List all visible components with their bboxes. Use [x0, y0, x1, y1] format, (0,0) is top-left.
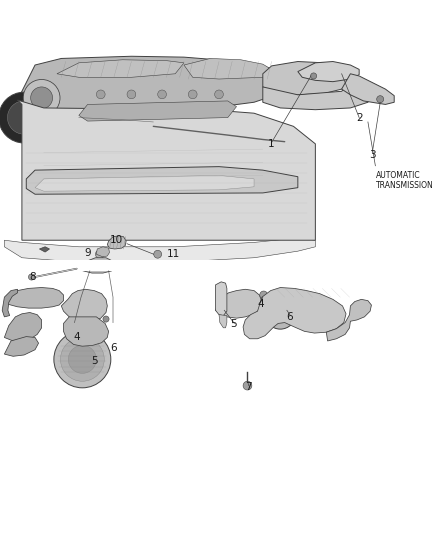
Polygon shape [263, 83, 372, 110]
Circle shape [31, 87, 53, 109]
Text: 5: 5 [230, 319, 237, 329]
Circle shape [0, 92, 49, 143]
Circle shape [377, 96, 384, 103]
Circle shape [127, 90, 136, 99]
Polygon shape [77, 258, 115, 273]
Text: 8: 8 [29, 272, 36, 282]
Polygon shape [107, 236, 126, 249]
Polygon shape [263, 61, 350, 95]
Polygon shape [342, 74, 394, 104]
Polygon shape [215, 282, 227, 316]
Text: 2: 2 [356, 112, 363, 123]
Circle shape [260, 291, 268, 299]
Circle shape [23, 79, 60, 116]
Text: 6: 6 [286, 312, 293, 322]
Polygon shape [219, 314, 227, 328]
Circle shape [265, 298, 296, 329]
Text: 1: 1 [268, 139, 275, 149]
Polygon shape [79, 101, 237, 121]
Circle shape [54, 331, 111, 388]
Text: 4: 4 [73, 332, 80, 342]
Circle shape [95, 250, 104, 259]
Text: AUTOMATIC
TRANSMISSION: AUTOMATIC TRANSMISSION [376, 171, 434, 190]
Text: 11: 11 [166, 249, 180, 259]
Circle shape [7, 101, 41, 134]
Text: 10: 10 [110, 235, 123, 245]
Bar [0, 260, 438, 271]
Circle shape [60, 337, 104, 381]
Text: 3: 3 [369, 150, 376, 160]
Text: 5: 5 [91, 356, 98, 366]
Polygon shape [326, 300, 371, 341]
Circle shape [158, 90, 166, 99]
Circle shape [277, 310, 284, 317]
Polygon shape [4, 238, 315, 262]
Polygon shape [243, 287, 346, 339]
Polygon shape [4, 336, 39, 356]
Polygon shape [215, 289, 262, 318]
Circle shape [96, 90, 105, 99]
Polygon shape [4, 312, 42, 341]
Polygon shape [96, 247, 110, 257]
Circle shape [272, 305, 289, 322]
Circle shape [311, 73, 317, 79]
Polygon shape [64, 317, 109, 346]
Circle shape [188, 90, 197, 99]
Polygon shape [18, 100, 315, 240]
Polygon shape [39, 247, 49, 252]
Polygon shape [61, 289, 107, 322]
Circle shape [215, 90, 223, 99]
Circle shape [243, 381, 252, 390]
Polygon shape [184, 59, 272, 79]
Circle shape [68, 345, 96, 374]
Circle shape [70, 324, 77, 330]
Polygon shape [4, 287, 64, 308]
Text: 6: 6 [110, 343, 117, 352]
Polygon shape [2, 289, 18, 317]
Circle shape [154, 251, 162, 258]
Text: 4: 4 [257, 298, 264, 309]
Circle shape [28, 274, 35, 280]
Polygon shape [35, 175, 254, 191]
Polygon shape [57, 60, 184, 77]
Polygon shape [298, 61, 359, 82]
Polygon shape [26, 167, 298, 194]
Circle shape [103, 316, 109, 322]
Text: 7: 7 [245, 382, 252, 392]
Polygon shape [18, 56, 293, 111]
Text: 9: 9 [84, 248, 91, 259]
